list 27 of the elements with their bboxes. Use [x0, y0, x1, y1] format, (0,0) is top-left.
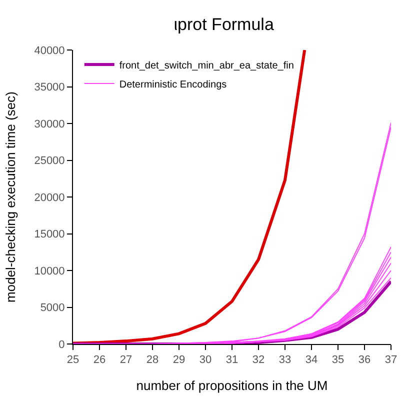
y-tick-label: 35000	[34, 82, 65, 94]
y-tick-label: 0	[58, 338, 65, 351]
x-tick-label: 27	[120, 354, 132, 366]
x-tick-label: 28	[146, 354, 159, 366]
legend-label: front_det_switch_min_abr_ea_state_fin	[119, 60, 294, 72]
x-tick-label: 26	[93, 354, 106, 366]
y-tick-label: 25000	[34, 155, 65, 168]
y-tick-label: 15000	[34, 228, 65, 241]
x-tick-label: 32	[252, 354, 265, 366]
legend-label: Deterministic Encodings	[119, 79, 227, 90]
x-tick-label: 25	[66, 354, 80, 366]
y-tick-label: 30000	[34, 118, 65, 130]
x-tick-label: 37	[384, 354, 398, 366]
x-tick-label: 31	[226, 354, 238, 366]
x-tick-label: 30	[199, 354, 212, 366]
x-tick-label: 33	[278, 354, 292, 366]
x-tick-label: 35	[332, 354, 344, 366]
x-tick-label: 36	[358, 354, 371, 366]
y-tick-label: 5000	[40, 302, 65, 314]
y-tick-label: 40000	[34, 44, 65, 57]
x-tick-label: 29	[172, 354, 186, 366]
x-tick-label: 34	[305, 354, 318, 366]
x-axis-title: number of propositions in the UM	[136, 378, 328, 393]
chart-title: ιprot Formula	[174, 14, 274, 34]
y-tick-label: 10000	[34, 265, 65, 278]
y-tick-label: 20000	[34, 192, 65, 204]
y-axis-title: model-checking execution time (sec)	[3, 92, 18, 302]
